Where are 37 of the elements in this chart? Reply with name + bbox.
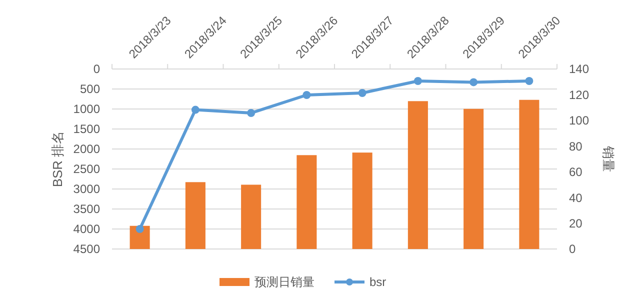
y2-tick-label: 140 [569, 62, 590, 76]
y2-tick-label: 120 [569, 88, 590, 102]
y2-tick-label: 80 [569, 139, 583, 154]
bar [352, 152, 372, 249]
point [525, 77, 534, 85]
point [247, 109, 256, 117]
y2-tick-label: 20 [569, 216, 583, 230]
point [470, 78, 478, 86]
bar [408, 101, 428, 249]
y-tick-label: 2000 [73, 142, 100, 156]
y-tick-label: 2500 [73, 162, 100, 176]
y-tick-label: 4000 [73, 222, 100, 236]
y2-tick-label: 40 [569, 190, 583, 205]
bar [185, 182, 206, 249]
y2-tick-label: 100 [569, 114, 590, 128]
point [136, 225, 144, 233]
y2-axis-title: 销量 [601, 145, 616, 172]
legend-label: 预测日销量 [254, 275, 314, 290]
bar [519, 100, 540, 249]
y2-tick-label: 0 [569, 242, 576, 256]
y-tick-label: 3000 [73, 182, 100, 196]
y2-tick-label: 60 [569, 165, 583, 180]
y-tick-label: 500 [80, 82, 100, 96]
bar [241, 184, 262, 249]
y-tick-label: 0 [93, 62, 100, 76]
y-tick-label: 1000 [73, 102, 100, 116]
y-axis-title: BSR 排名 [50, 130, 65, 188]
y-tick-label: 3500 [73, 202, 100, 216]
legend-label: bsr [370, 275, 386, 290]
y-tick-label: 4500 [73, 242, 100, 256]
y-tick-label: 1500 [73, 122, 100, 136]
point [358, 89, 366, 97]
point [191, 106, 200, 114]
point [302, 91, 311, 99]
bar [464, 108, 484, 249]
bar [296, 155, 317, 249]
point [414, 77, 422, 85]
